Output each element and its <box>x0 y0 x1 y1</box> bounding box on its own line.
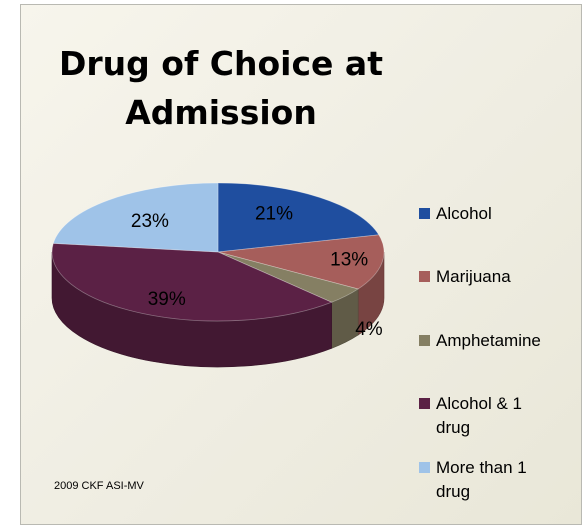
pie-slice-3 <box>51 242 333 322</box>
legend-item-more-than-1-drug: More than 1 drug <box>419 456 569 504</box>
pie-slice-2 <box>217 251 360 303</box>
chart-area: Drug of Choice at Admission 21% 13% 4% 39% 2… <box>20 4 582 525</box>
legend-label: Alcohol & 1 drug <box>436 394 522 437</box>
legend-item-marijuana: Marijuana <box>419 265 579 289</box>
pie-slice-1 <box>217 234 385 290</box>
data-label-2: 4% <box>355 319 383 340</box>
legend-label: More than 1 drug <box>436 458 527 501</box>
legend-label: Alcohol <box>436 204 492 223</box>
data-label-3: 39% <box>148 289 186 310</box>
legend-label: Marijuana <box>436 267 511 286</box>
data-label-4: 23% <box>131 211 169 232</box>
pie-side-3 <box>51 251 332 368</box>
legend-item-alcohol-and-1-drug: Alcohol & 1 drug <box>419 392 569 440</box>
data-label-0: 21% <box>255 204 293 225</box>
pie-slice-0 <box>217 182 380 253</box>
legend-label: Amphetamine <box>436 331 541 350</box>
legend-item-amphetamine: Amphetamine <box>419 329 579 353</box>
pie-chart: 21% 13% 4% 39% 23% <box>51 182 385 368</box>
legend-swatch-alcohol <box>419 208 430 219</box>
legend-item-alcohol: Alcohol <box>419 202 579 226</box>
legend-swatch-more-than-1-drug <box>419 462 430 473</box>
chart-title: Drug of Choice at Admission <box>59 44 383 132</box>
pie-slice-4 <box>52 182 219 253</box>
source-note: 2009 CKF ASI-MV <box>54 480 144 492</box>
data-label-1: 13% <box>330 250 368 271</box>
legend-swatch-amphetamine <box>419 335 430 346</box>
legend-swatch-marijuana <box>419 271 430 282</box>
legend-swatch-alcohol-and-1-drug <box>419 398 430 409</box>
